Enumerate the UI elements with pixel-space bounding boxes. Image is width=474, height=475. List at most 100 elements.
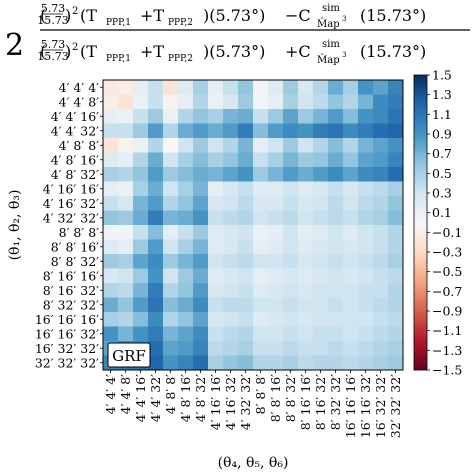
- heatmap-cell: [208, 123, 224, 139]
- heatmap-cell: [223, 355, 239, 371]
- heatmap-cell: [208, 268, 224, 284]
- row-label: 8′ 32′ 32′: [43, 297, 99, 312]
- colorbar-tick-label: −1.3: [432, 343, 462, 358]
- heatmap-cell: [148, 152, 164, 168]
- heatmap-cell: [268, 355, 284, 371]
- heatmap-cell: [268, 210, 284, 226]
- heatmap-cell: [328, 254, 344, 269]
- heatmap-cell: [163, 152, 179, 168]
- heatmap-cell: [103, 254, 119, 269]
- heatmap-cell: [298, 109, 314, 124]
- heatmap-cell: [163, 326, 179, 342]
- heatmap-cell: [238, 138, 254, 153]
- heatmap-cell: [298, 326, 314, 342]
- heatmap-cell: [388, 196, 404, 211]
- heatmap-cell: [373, 80, 389, 95]
- heatmap-cell: [178, 326, 194, 342]
- heatmap-cell: [193, 341, 209, 356]
- heatmap-cell: [223, 239, 239, 255]
- heatmap-cell: [148, 283, 164, 298]
- heatmap-cell: [373, 297, 389, 313]
- heatmap-cell: [388, 210, 404, 226]
- heatmap-cell: [328, 109, 344, 124]
- heatmap-cell: [103, 312, 119, 327]
- heatmap-cell: [223, 312, 239, 327]
- heatmap-cell: [238, 268, 254, 284]
- title-den-T-sub2: PPP,2: [168, 54, 193, 64]
- heatmap-cell: [283, 210, 299, 226]
- title-num-frac-bottom: 15.73: [37, 14, 69, 27]
- heatmap-cell: [388, 326, 404, 342]
- heatmap-cell: [343, 239, 359, 255]
- heatmap-cell: [298, 167, 314, 182]
- title-den-frac-bottom: 15.73: [37, 50, 69, 63]
- row-label: 4′ 16′ 32′: [43, 196, 99, 211]
- heatmap-cell: [253, 297, 269, 313]
- heatmap-cell: [118, 181, 134, 197]
- heatmap-cell: [328, 152, 344, 168]
- heatmap-cell: [223, 167, 239, 182]
- column-label: 16′ 32′ 32′: [373, 374, 388, 438]
- heatmap-cell: [238, 225, 254, 240]
- heatmap-cell: [103, 225, 119, 240]
- heatmap-cell: [118, 225, 134, 240]
- heatmap-cell: [358, 109, 374, 124]
- heatmap-cell: [388, 355, 404, 371]
- column-label: 4′ 8′ 8′: [163, 374, 178, 414]
- heatmap-cell: [178, 109, 194, 124]
- heatmap-cell: [208, 210, 224, 226]
- heatmap-cell: [208, 181, 224, 197]
- title-num-T-sub1: PPP,1: [106, 18, 131, 28]
- heatmap-cell: [298, 181, 314, 197]
- heatmap-cell: [373, 254, 389, 269]
- heatmap-cell: [118, 196, 134, 211]
- column-label: 8′ 16′ 32′: [313, 374, 328, 430]
- heatmap-cell: [298, 123, 314, 139]
- heatmap-cell: [283, 138, 299, 153]
- row-label: 4′ 4′ 8′: [59, 94, 99, 109]
- heatmap-cell: [133, 225, 149, 240]
- heatmap-cell: [268, 181, 284, 197]
- heatmap-cell: [358, 210, 374, 226]
- heatmap-cell: [178, 80, 194, 95]
- colorbar-tick-label: −0.3: [432, 245, 462, 260]
- heatmap-cell: [298, 297, 314, 313]
- heatmap-cell: [343, 355, 359, 371]
- heatmap-cell: [343, 94, 359, 110]
- heatmap-cell: [388, 138, 404, 153]
- heatmap-cell: [223, 123, 239, 139]
- heatmap-cell: [238, 152, 254, 168]
- heatmap-cell: [328, 355, 344, 371]
- heatmap-cell: [283, 268, 299, 284]
- heatmap-cell: [178, 94, 194, 110]
- heatmap-cell: [133, 254, 149, 269]
- title-den-plus-C: +C: [285, 42, 311, 61]
- heatmap-cell: [103, 297, 119, 313]
- heatmap-cell: [313, 196, 329, 211]
- heatmap-cell: [328, 239, 344, 255]
- heatmap-cell: [283, 283, 299, 298]
- heatmap-cell: [328, 196, 344, 211]
- heatmap-cell: [103, 239, 119, 255]
- heatmap-cell: [268, 225, 284, 240]
- heatmap-cell: [298, 152, 314, 168]
- heatmap-cell: [358, 239, 374, 255]
- heatmap-cell: [373, 341, 389, 356]
- colorbar-tick-label: 1.5: [432, 68, 452, 83]
- heatmap-cell: [133, 268, 149, 284]
- heatmap-cell: [268, 123, 284, 139]
- heatmap-cell: [388, 123, 404, 139]
- heatmap-cell: [313, 152, 329, 168]
- heatmap-cell: [283, 326, 299, 342]
- heatmap-cell: [163, 254, 179, 269]
- heatmap-cell: [238, 196, 254, 211]
- heatmap-cell: [388, 152, 404, 168]
- heatmap-cell: [328, 268, 344, 284]
- heatmap-cell: [238, 167, 254, 182]
- heatmap-cell: [373, 312, 389, 327]
- heatmap-cell: [178, 123, 194, 139]
- heatmap-cell: [328, 167, 344, 182]
- heatmap-cell: [223, 94, 239, 110]
- chart-title: 2 5.73 15.73 ( ) 2 (T PPP,1 +T PPP,2 )(5…: [5, 2, 470, 66]
- heatmap-cell: [298, 94, 314, 110]
